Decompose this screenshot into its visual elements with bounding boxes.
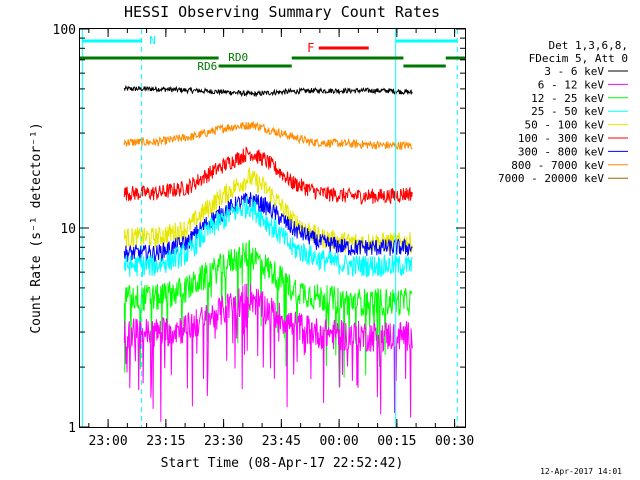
x-tick-label: 23:15 [146,434,185,449]
legend-entry-label: 3 - 6 keV [544,65,604,78]
series-300-800-kev-line [123,192,413,264]
x-axis-label: Start Time (08-Apr-17 22:52:42) [161,456,404,471]
legend-entry-label: 25 - 50 keV [531,105,604,118]
series-800-7000-kev-line [123,121,413,151]
annotation-label-f: F [307,41,314,55]
legend-entry-label: 50 - 100 keV [525,119,605,132]
y-tick-label: 1 [68,421,76,436]
plot-frame [79,28,466,428]
legend-header-line: Det 1,3,6,8, [549,39,628,52]
legend-entry-label: 800 - 7000 keV [511,159,604,172]
y-tick-label: 10 [60,222,76,237]
x-tick-label: 23:45 [262,434,301,449]
y-tick-label: 100 [53,23,76,38]
annotation-label-rd6: RD6 [197,60,217,73]
x-tick-label: 23:30 [204,434,243,449]
series-3-6-kev-line [123,84,413,98]
legend-entry-label: 100 - 300 keV [518,132,604,145]
x-tick-label: 23:00 [89,434,128,449]
y-axis-label: Count Rate (s⁻¹ detector⁻¹) [29,122,44,333]
x-tick-label: 00:00 [320,434,359,449]
chart-title: HESSI Observing Summary Count Rates [124,3,440,21]
footer-date: 12-Apr-2017 14:01 [540,467,622,476]
legend-entry-label: 12 - 25 keV [531,92,604,105]
series-6-12-kev-line [123,283,413,422]
tick-layer: 1 10 100 23:00 23:15 23:30 23:45 00:00 00:15 00:3… [53,23,475,449]
x-tick-label: 00:30 [435,434,474,449]
series-100-300-kev-line [123,146,413,205]
legend-entry-label: 300 - 800 keV [518,145,604,158]
x-tick-label: 00:15 [377,434,416,449]
legend-header-line: FDecim 5, Att 0 [529,52,628,65]
annotation-label-rd0: RD0 [228,51,248,64]
series-25-50-kev-line [123,196,413,278]
plot-layer [123,84,413,422]
legend-entry-label: 7000 - 20000 keV [498,172,604,185]
series-12-25-kev-line [123,239,413,388]
legend-entry-label: 6 - 12 keV [538,78,605,91]
annotation-label-n: N [149,34,156,47]
